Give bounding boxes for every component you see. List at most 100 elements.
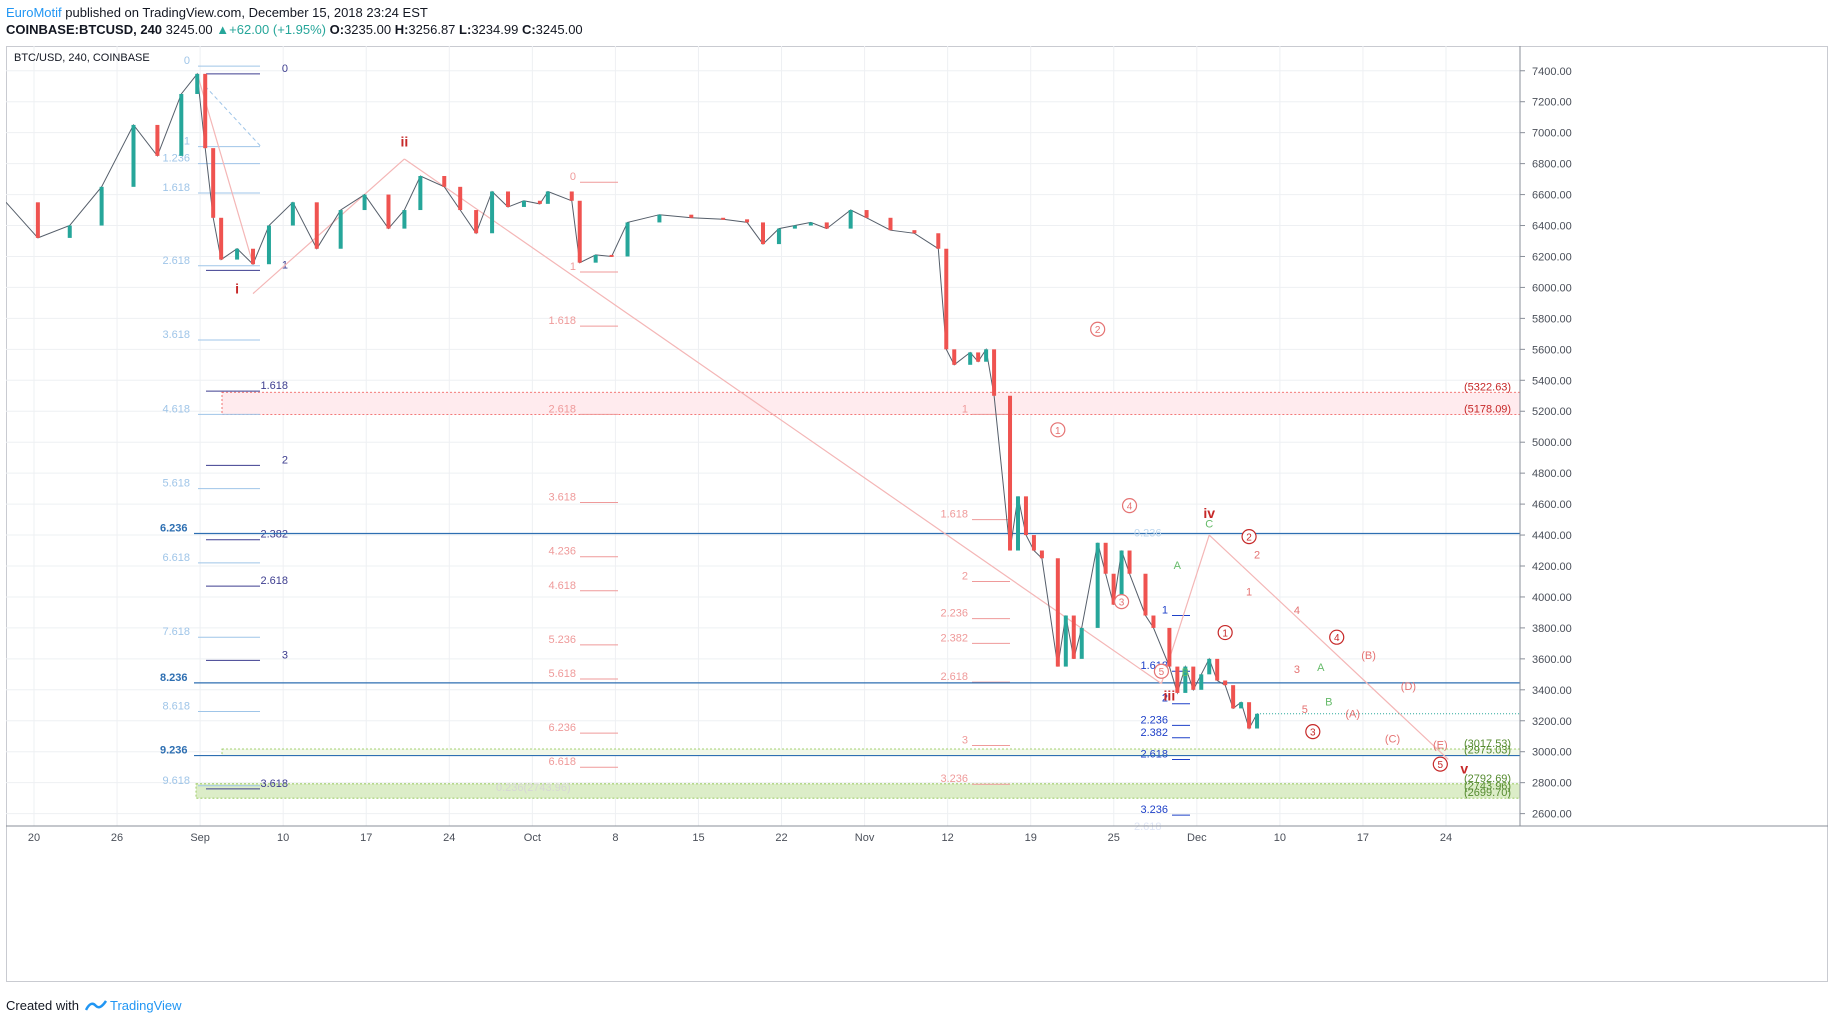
sub-wave-label: 1 xyxy=(1246,586,1252,598)
brand-name: TradingView xyxy=(109,997,182,1013)
wave-line-ii-iii xyxy=(404,158,1162,685)
y-tick-label: 6800.00 xyxy=(1532,159,1572,171)
target-zone-green-upper xyxy=(221,748,1521,756)
x-tick-label: 8 xyxy=(612,832,618,844)
wave-circle-label: 5 xyxy=(1159,667,1165,678)
candle xyxy=(745,219,750,223)
y-tick-label: 3400.00 xyxy=(1532,685,1572,697)
candle xyxy=(1015,496,1020,551)
low-value: 3234.99 xyxy=(471,22,519,37)
candle xyxy=(458,186,463,211)
fib-light-label: 5.618 xyxy=(162,478,190,490)
wave-circle-marker xyxy=(1329,629,1345,645)
fib-light-label: 9.618 xyxy=(162,775,190,787)
price-tag-label: (5322.63) xyxy=(1464,381,1511,393)
fib-red-a-label: 0 xyxy=(570,171,576,183)
level-label: 8.236 xyxy=(160,672,188,684)
x-tick-label: 10 xyxy=(1274,832,1286,844)
high-value: 3256.87 xyxy=(408,22,456,37)
sub-wave-label: (B) xyxy=(1361,650,1376,662)
price-tag-label: (2743.96) xyxy=(1464,780,1511,792)
publish-line: EuroMotif published on TradingView.com, … xyxy=(6,4,1206,21)
target-zone-red xyxy=(221,391,1521,416)
fib-red-a-label: 1 xyxy=(570,261,576,273)
price-chart[interactable]: 0 1 1.236 1.618 2.618 3.618 4.618 5.618 6.618 7.6… xyxy=(5,46,1828,982)
fib-light-label: 1.236 xyxy=(162,153,190,165)
candle xyxy=(386,194,391,229)
x-tick-label: 24 xyxy=(443,832,455,844)
sub-wave-label: B xyxy=(1182,667,1189,679)
wave-circle-label: 5 xyxy=(1438,760,1444,771)
y-tick-label: 4600.00 xyxy=(1532,499,1572,511)
x-tick-label: Sep xyxy=(190,832,210,844)
tradingview-logo-icon xyxy=(84,1000,107,1011)
candle xyxy=(1055,558,1060,667)
candle xyxy=(537,200,542,204)
candle xyxy=(402,210,407,229)
candle xyxy=(362,194,367,211)
candle xyxy=(211,148,216,218)
close-label: C: xyxy=(521,22,536,37)
candle xyxy=(474,210,479,234)
fib-navy-label: 0 xyxy=(282,63,288,75)
candle xyxy=(625,222,630,257)
candle xyxy=(848,210,853,229)
x-tick-label: 20 xyxy=(28,832,40,844)
wave-circle-label: 2 xyxy=(1246,533,1252,544)
candle xyxy=(808,222,813,226)
candle xyxy=(968,352,973,365)
author-link[interactable]: EuroMotif xyxy=(6,5,62,20)
candle xyxy=(203,73,208,149)
candle xyxy=(1079,627,1084,659)
price-tag-label: (3017.53) xyxy=(1464,738,1511,750)
high-label: H: xyxy=(394,22,409,37)
candle xyxy=(314,202,319,249)
tradingview-brand[interactable]: TradingView xyxy=(84,997,182,1013)
wave-circle-marker xyxy=(1217,624,1233,641)
wave-label: iii xyxy=(1164,688,1176,704)
y-tick-label: 3000.00 xyxy=(1532,747,1572,759)
chart-title: BTC/USD, 240, COINBASE xyxy=(14,52,150,64)
level-label: 6.236 xyxy=(160,523,188,535)
wave-label: i xyxy=(235,281,239,297)
price-tag-label: (2792.69) xyxy=(1464,773,1511,785)
candle xyxy=(266,225,271,265)
y-tick-label: 3200.00 xyxy=(1532,716,1572,728)
x-tick-label: Nov xyxy=(855,832,875,844)
wave-label: iv xyxy=(1203,505,1215,521)
candle xyxy=(792,225,797,229)
candle xyxy=(1031,535,1036,551)
sub-wave-label: (E) xyxy=(1433,740,1448,752)
candle xyxy=(992,349,997,396)
fib-red-a-label: 6.618 xyxy=(548,756,576,768)
x-tick-label: 10 xyxy=(277,832,289,844)
fib-navy-label: 3 xyxy=(282,649,288,661)
target-zone-green-lower xyxy=(195,783,1521,799)
y-tick-label: 5400.00 xyxy=(1532,375,1572,387)
candle xyxy=(442,176,447,187)
candle xyxy=(235,248,240,260)
x-tick-label: Oct xyxy=(524,832,541,844)
candle xyxy=(1239,702,1244,709)
fib-red-a-label: 2.618 xyxy=(548,403,576,415)
wave-line-i-ii xyxy=(252,158,405,295)
y-tick-label: 4200.00 xyxy=(1532,561,1572,573)
chart-frame[interactable]: 0 1 1.236 1.618 2.618 3.618 4.618 5.618 6.618 7.6… xyxy=(5,46,1828,982)
x-tick-label: 25 xyxy=(1108,832,1120,844)
wave-circle-marker xyxy=(1432,756,1448,772)
faint-fib-label: 0.236(2743.96) xyxy=(496,782,571,794)
candle xyxy=(1183,666,1188,693)
footer: Created with TradingView xyxy=(6,995,182,1015)
x-tick-label: 17 xyxy=(360,832,372,844)
candle xyxy=(490,191,495,234)
sub-wave-label: (D) xyxy=(1401,681,1416,693)
sub-wave-label: B xyxy=(1325,696,1332,708)
x-tick-label: 19 xyxy=(1025,832,1037,844)
sub-wave-label: (C) xyxy=(1385,733,1400,745)
wave-line-iv-v xyxy=(1208,534,1449,760)
candle xyxy=(761,222,765,245)
wave-label: v xyxy=(1460,760,1468,776)
price-tag-label: (2699.70) xyxy=(1464,787,1511,799)
candle xyxy=(609,254,614,257)
candle xyxy=(1103,542,1108,574)
